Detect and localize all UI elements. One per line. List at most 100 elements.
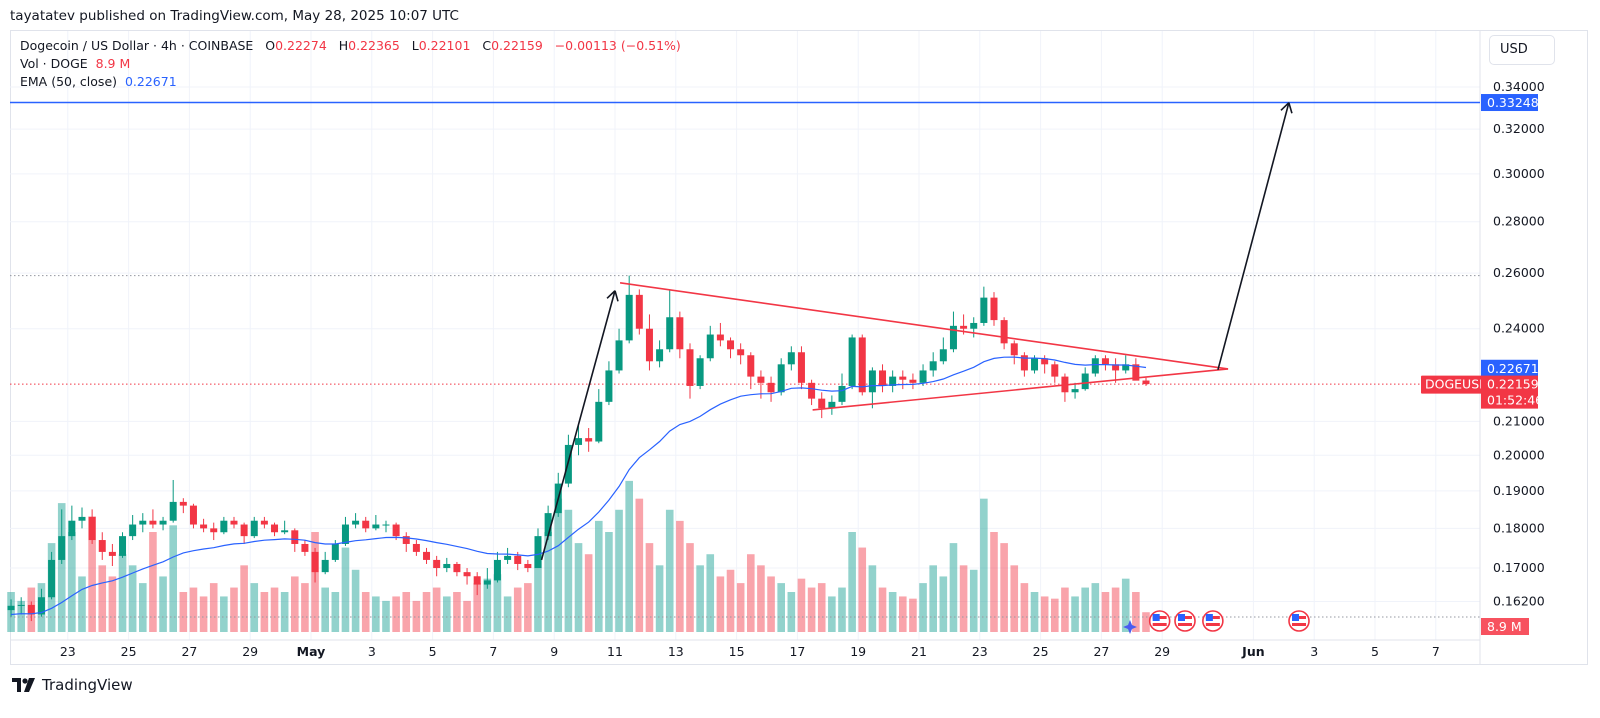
- chart-panel[interactable]: [10, 30, 1588, 665]
- volume-bar: [949, 543, 958, 632]
- us-flag-icon[interactable]: [1148, 610, 1171, 632]
- candle-body: [220, 520, 228, 533]
- candle: [889, 370, 897, 393]
- candle: [1051, 361, 1059, 383]
- volume-bar: [1040, 596, 1049, 632]
- candle: [868, 367, 876, 409]
- candle-body: [868, 370, 876, 393]
- us-flag-icon[interactable]: [1202, 610, 1224, 632]
- volume-bar: [351, 569, 360, 632]
- volume-bar: [209, 583, 218, 632]
- candle-body: [1020, 355, 1028, 371]
- candle: [493, 551, 501, 583]
- candle-body: [514, 555, 522, 564]
- us-flag-icon[interactable]: [1288, 610, 1310, 632]
- volume-bar: [1091, 583, 1100, 632]
- candle-body: [352, 520, 360, 525]
- volume-bar: [757, 565, 765, 632]
- candle: [291, 528, 299, 552]
- time-tick-label: 7: [1432, 644, 1440, 659]
- volume-bar: [969, 569, 978, 632]
- volume-bar: [777, 583, 785, 632]
- svg-text:0.22159: 0.22159: [1487, 377, 1539, 392]
- time-axis[interactable]: 23 25 27 29 May 3 5 7 9 11 13 15 17 19 21 23 25 27 29 Jun 3 5…: [60, 644, 1440, 659]
- volume-bar: [848, 532, 856, 632]
- candle: [423, 547, 431, 564]
- volume-bar: [1071, 596, 1079, 632]
- tradingview-brand[interactable]: TradingView: [12, 676, 133, 694]
- target-price-badge: 0.33248: [1481, 94, 1539, 112]
- flag-canton: [1178, 614, 1185, 621]
- candle-body: [169, 501, 177, 521]
- candle: [453, 561, 461, 577]
- grid: [10, 31, 1481, 665]
- candle-body: [879, 370, 887, 386]
- time-tick-label: 13: [668, 644, 684, 659]
- arrow-line: [1217, 102, 1290, 371]
- volume-bar: [169, 525, 177, 632]
- time-tick-label: 5: [1371, 644, 1379, 659]
- arrow-head: [614, 290, 619, 302]
- candle-body: [656, 349, 664, 362]
- volume-bar: [78, 576, 86, 632]
- currency-button[interactable]: USD: [1489, 35, 1555, 65]
- candle-body: [615, 340, 623, 371]
- price-tick-label: 0.16200: [1493, 593, 1545, 608]
- arrow-line: [540, 290, 616, 561]
- candle-body: [1132, 364, 1140, 381]
- candle-body: [139, 520, 147, 525]
- volume-bar: [980, 498, 988, 632]
- ema-price-badge: 0.22671: [1481, 359, 1539, 377]
- volume-bar: [898, 596, 907, 632]
- candle-body: [473, 576, 481, 585]
- candle: [139, 513, 147, 533]
- price-axis[interactable]: 0.34000 0.32000 0.30000 0.28000 0.26000 0.240…: [1493, 79, 1545, 608]
- candle-body: [433, 559, 441, 569]
- candle: [939, 337, 947, 365]
- volume-bar: [544, 532, 552, 632]
- volume-bar: [888, 592, 897, 632]
- price-tick-label: 0.34000: [1493, 79, 1545, 94]
- candle-body: [230, 520, 238, 525]
- candle-body: [88, 516, 96, 541]
- legend-volume-row[interactable]: Vol · DOGE 8.9 M: [20, 56, 131, 71]
- candle: [473, 572, 481, 596]
- candle-body: [1112, 364, 1120, 371]
- volume-bar: [250, 583, 259, 632]
- candle-body: [341, 524, 349, 544]
- time-tick-label: 19: [850, 644, 866, 659]
- candle-body: [271, 524, 279, 533]
- candle: [970, 317, 978, 338]
- candle-body: [1051, 364, 1059, 377]
- candle-body: [838, 385, 846, 402]
- candle-body: [1000, 320, 1008, 344]
- candle-body: [129, 524, 137, 537]
- volume-bar: [57, 503, 66, 632]
- countdown: 01:52:46: [1487, 393, 1543, 408]
- candle: [108, 543, 116, 567]
- candle-body: [919, 370, 927, 383]
- candle-body: [737, 349, 745, 356]
- symbol-tag: DOGEUSD: [1421, 375, 1489, 394]
- candle-body: [858, 337, 866, 393]
- candle: [696, 355, 704, 390]
- time-tick-label: 23: [60, 644, 76, 659]
- triangle-trendline: [812, 368, 1229, 411]
- candle: [716, 322, 724, 347]
- volume-bar: [463, 600, 471, 632]
- candle-body: [696, 358, 704, 386]
- legend-ema-row[interactable]: EMA (50, close) 0.22671: [20, 74, 177, 89]
- ema-line: [11, 356, 1147, 616]
- candle-body: [1071, 389, 1079, 393]
- volume-bar: [382, 600, 390, 632]
- candle-body: [210, 528, 218, 533]
- flag-stripe: [1178, 623, 1192, 626]
- volume-bar: [513, 587, 522, 632]
- candle: [848, 334, 856, 390]
- candle: [727, 337, 735, 359]
- volume-bar: [828, 596, 836, 632]
- time-tick-label: 7: [489, 644, 497, 659]
- time-tick-label: 3: [368, 644, 376, 659]
- us-flag-icon[interactable]: [1174, 610, 1196, 632]
